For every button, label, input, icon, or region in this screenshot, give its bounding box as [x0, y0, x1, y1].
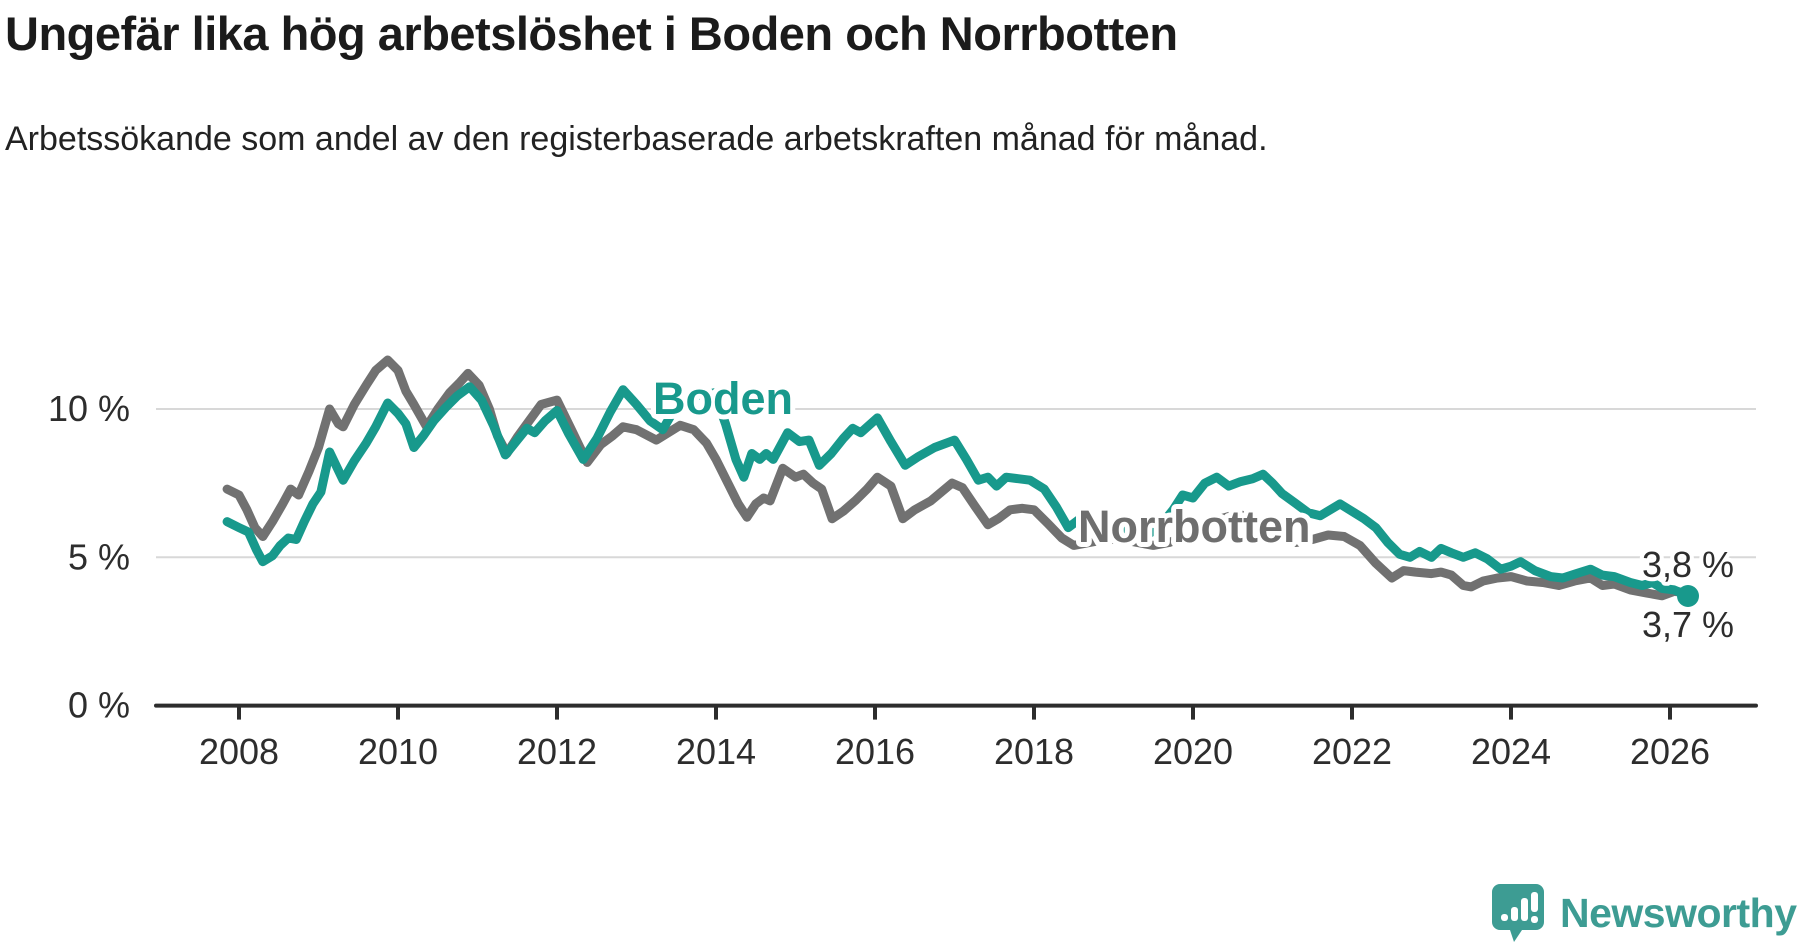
newsworthy-logo-text: Newsworthy [1560, 889, 1797, 936]
logo-bar-tall [1521, 898, 1528, 921]
x-axis-label-2012: 2012 [517, 731, 597, 772]
page-title: Ungefär lika hög arbetslöshet i Boden oc… [5, 7, 1178, 60]
chart-generated-layer: 0 % 5 % 10 % 2008 2010 2012 2014 2016 2018 2020 20… [48, 355, 1758, 772]
x-axis-label-2014: 2014 [676, 731, 756, 772]
boden-end-dot [1677, 585, 1699, 607]
logo-exclamation-bar [1531, 892, 1538, 912]
newsworthy-logo[interactable]: Newsworthy [1490, 882, 1797, 944]
y-axis-label-0: 0 % [68, 685, 130, 726]
x-axis-label-2010: 2010 [358, 731, 438, 772]
x-axis-label-2022: 2022 [1312, 731, 1392, 772]
page-subtitle: Arbetssökande som andel av den registerb… [5, 120, 1268, 158]
x-axis-label-2016: 2016 [835, 731, 915, 772]
newsworthy-speech-bubble-chart-icon [1492, 884, 1544, 942]
logo-bar-small [1511, 907, 1518, 921]
x-axis-label-2018: 2018 [994, 731, 1074, 772]
x-axis-label-2024: 2024 [1471, 731, 1551, 772]
y-axis-label-10: 10 % [48, 388, 130, 429]
series-line-norrbotten [222, 355, 1693, 601]
series-label-norrbotten: Norrbotten [1078, 501, 1310, 552]
x-axis-label-2020: 2020 [1153, 731, 1233, 772]
end-value-norrbotten: 3,8 % [1642, 544, 1734, 585]
series-label-boden: Boden [653, 373, 793, 424]
y-axis-label-5: 5 % [68, 536, 130, 577]
end-value-boden: 3,7 % [1642, 604, 1734, 645]
logo-bar-dot [1501, 914, 1508, 921]
x-axis-label-2008: 2008 [199, 731, 279, 772]
series-line-boden [222, 382, 1693, 601]
x-axis-label-2026: 2026 [1630, 731, 1710, 772]
logo-exclamation-dot [1531, 916, 1538, 923]
